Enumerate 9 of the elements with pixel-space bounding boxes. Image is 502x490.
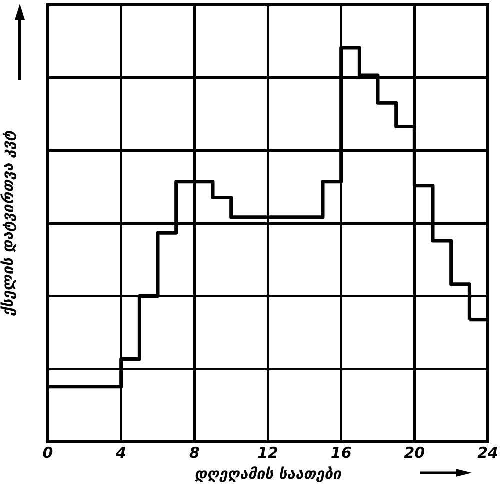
x-tick-label: 16 — [330, 444, 352, 462]
x-tick-label: 20 — [404, 444, 426, 462]
x-tick-label: 12 — [258, 444, 278, 462]
x-axis-title: დღეღამის საათები — [194, 464, 343, 483]
y-axis-title: ქსელის დატვირთვა კვტ — [0, 130, 17, 318]
x-tick-label: 4 — [115, 444, 127, 462]
x-tick-label: 24 — [478, 444, 498, 462]
x-tick-label: 8 — [189, 444, 200, 462]
x-tick-label: 0 — [42, 444, 54, 462]
